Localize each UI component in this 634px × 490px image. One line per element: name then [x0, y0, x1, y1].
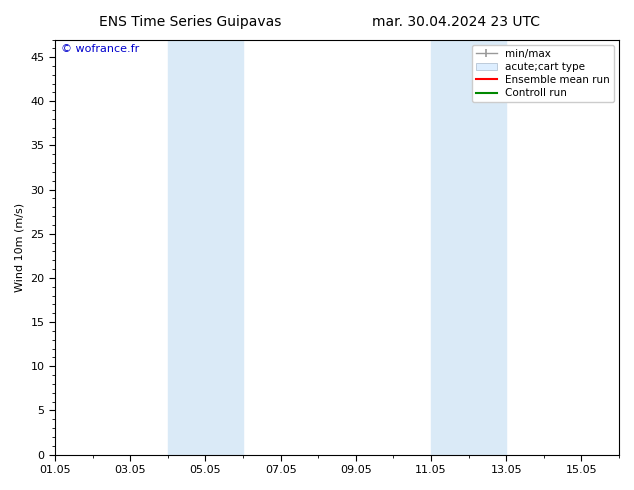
Text: ENS Time Series Guipavas: ENS Time Series Guipavas [99, 15, 281, 29]
Text: © wofrance.fr: © wofrance.fr [61, 44, 139, 53]
Bar [168, 40, 243, 455]
Legend: min/max, acute;cart type, Ensemble mean run, Controll run: min/max, acute;cart type, Ensemble mean … [472, 45, 614, 102]
Bar [431, 40, 506, 455]
Text: mar. 30.04.2024 23 UTC: mar. 30.04.2024 23 UTC [373, 15, 540, 29]
Y-axis label: Wind 10m (m/s): Wind 10m (m/s) [15, 202, 25, 292]
